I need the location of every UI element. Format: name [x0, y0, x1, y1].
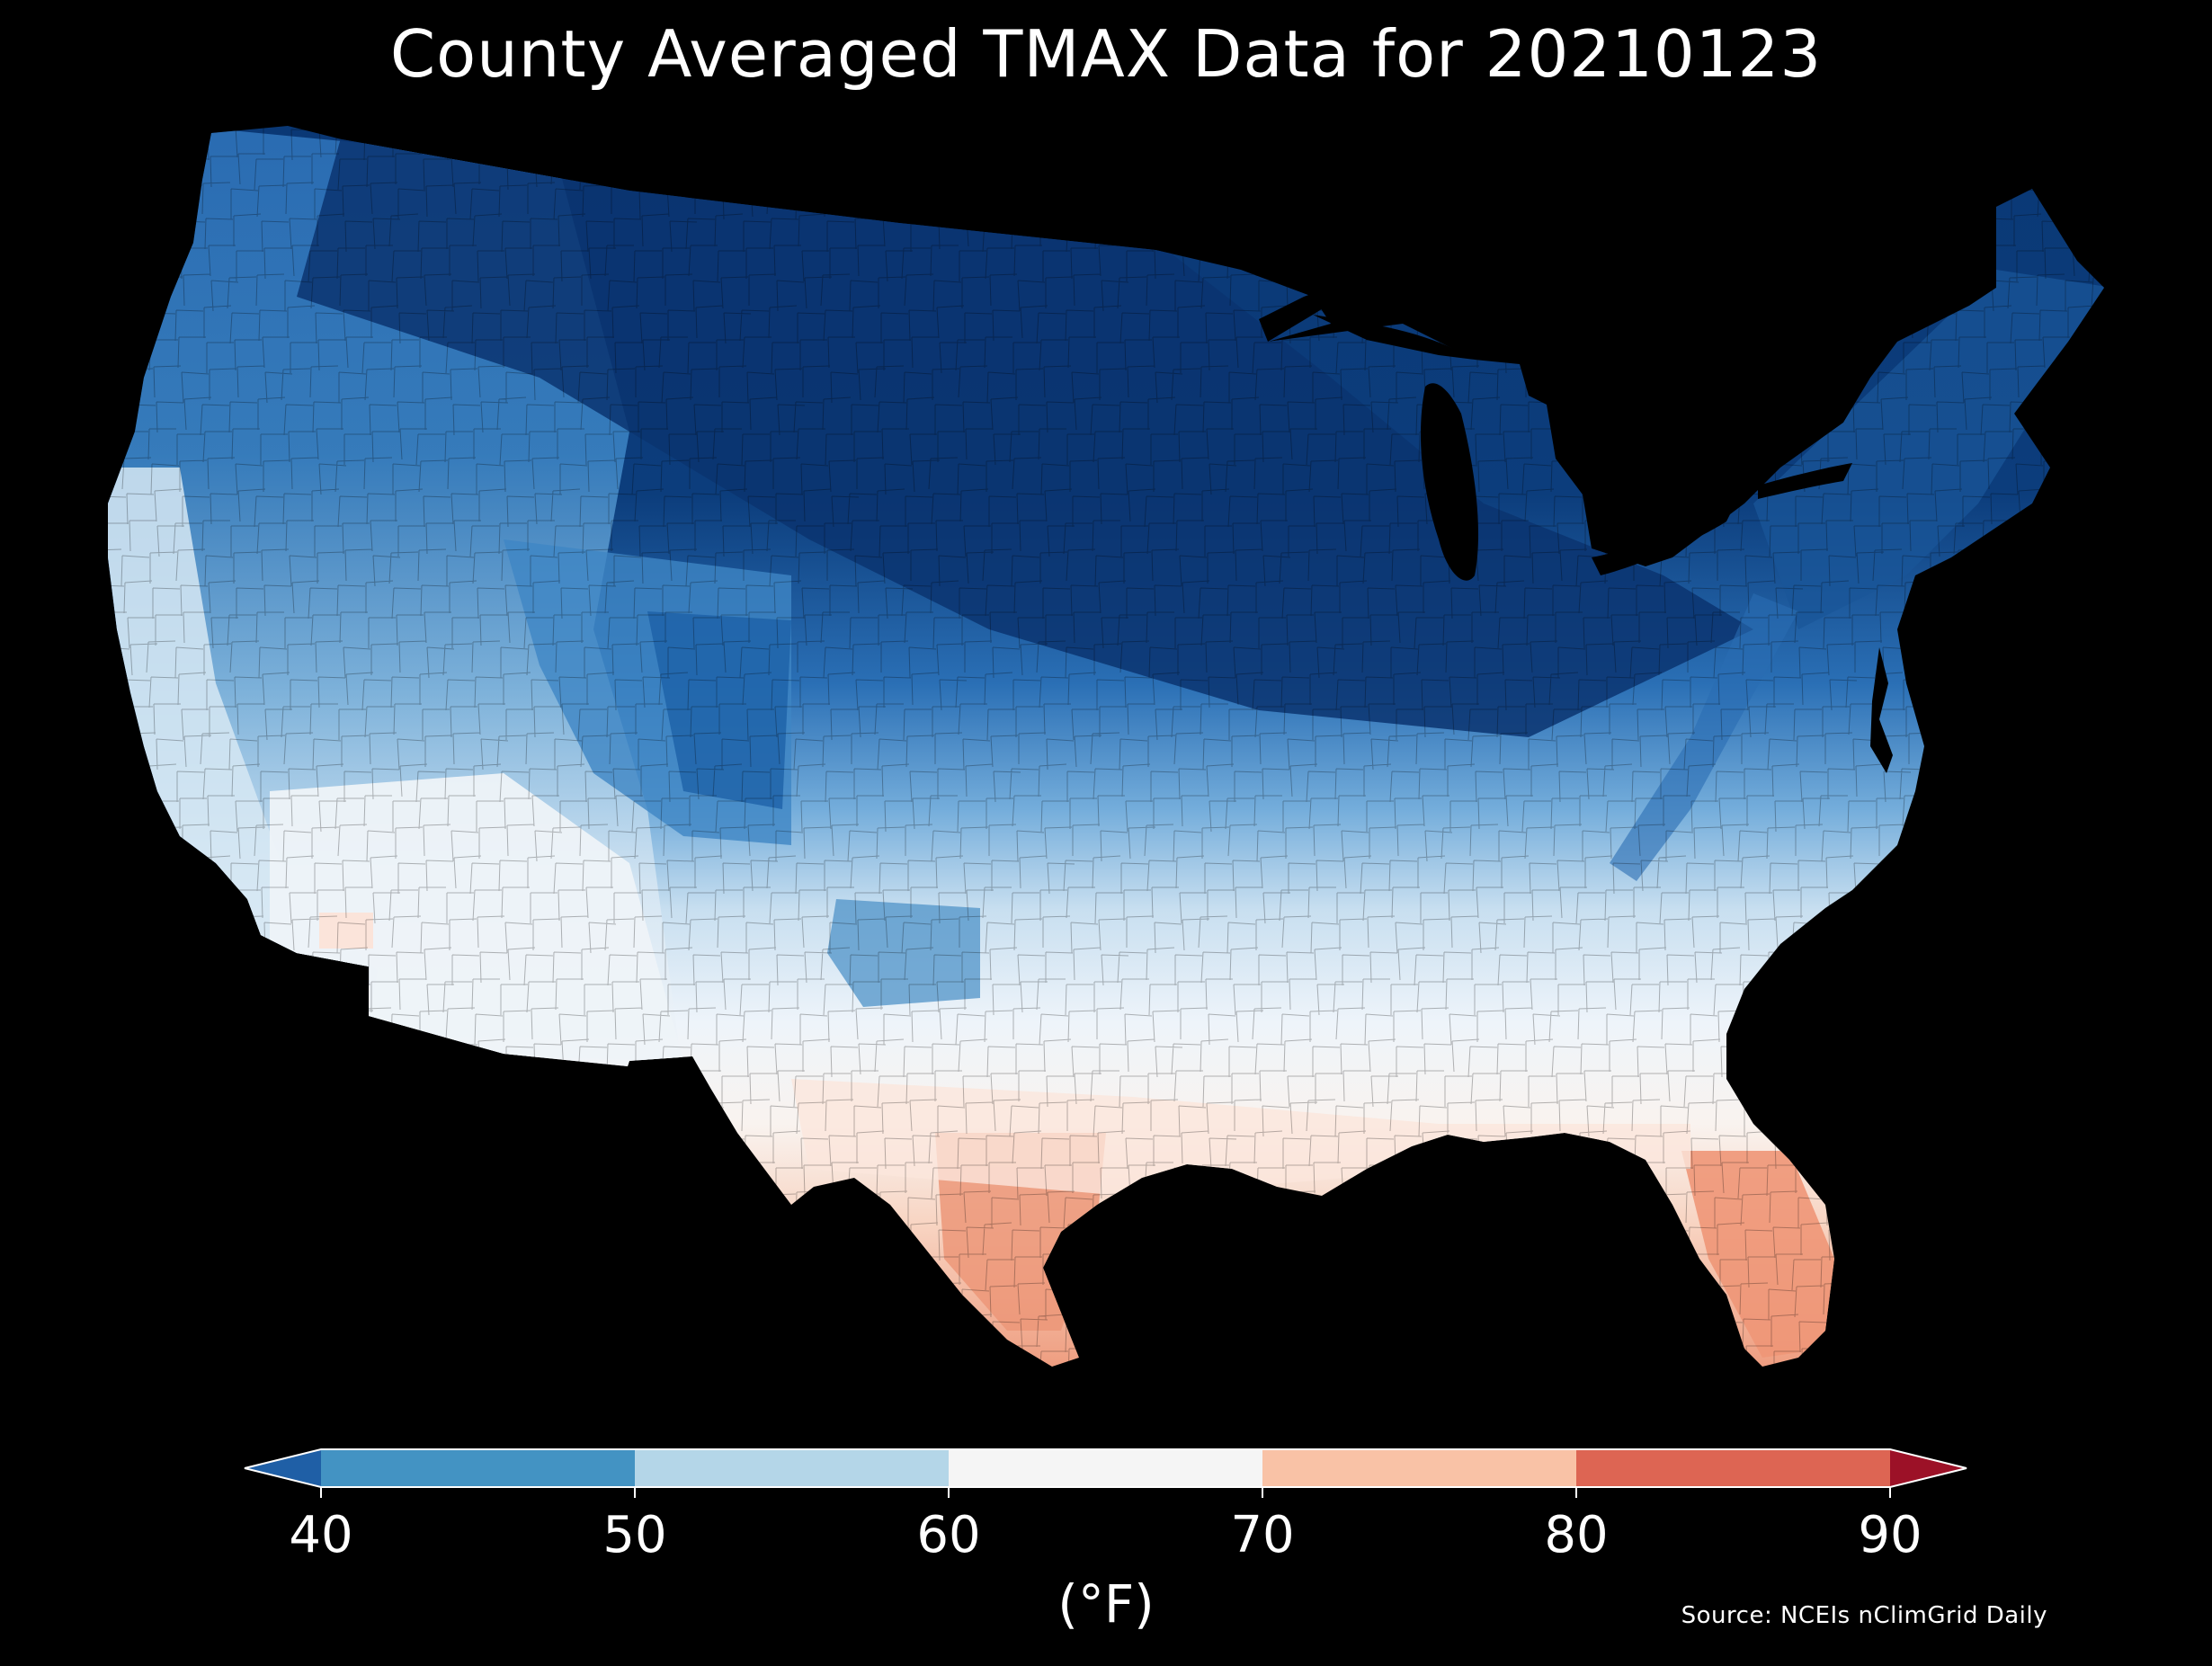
colorado-highlands — [647, 611, 791, 809]
colorbar-tick-70: 70 — [1230, 1506, 1295, 1564]
northeast-region — [1753, 270, 2104, 629]
colorbar-under-arrow — [245, 1449, 321, 1487]
lake-ontario — [1758, 463, 1852, 499]
socal-warm-spot — [319, 913, 373, 949]
lake-superior — [1259, 270, 1367, 342]
colorbar-segment-60-70 — [949, 1449, 1262, 1487]
colorbar-tick-50: 50 — [602, 1506, 667, 1564]
colorbar-segment-80-90 — [1576, 1449, 1890, 1487]
colorbar-over-arrow — [1890, 1449, 1967, 1487]
oklahoma-cool-patch — [827, 899, 980, 1007]
colorbar-tick-90: 90 — [1858, 1506, 1922, 1564]
lake-erie — [1592, 503, 1735, 575]
appalachian-band — [1610, 593, 1798, 881]
map-title: County Averaged TMAX Data for 20210123 — [389, 16, 1823, 92]
colorbar-segment-70-80 — [1262, 1449, 1576, 1487]
colorbar — [244, 1448, 1967, 1498]
colorbar-tick-40: 40 — [289, 1506, 353, 1564]
colorbar-tick-80: 80 — [1544, 1506, 1609, 1564]
northern-plains — [297, 135, 1753, 737]
lake-superior-east — [1313, 315, 1475, 360]
southwest-desert — [270, 773, 683, 1061]
lake-michigan — [1421, 383, 1479, 581]
source-label: Source: NCEIs nClimGrid Daily — [1681, 1602, 2047, 1629]
conus-map — [108, 126, 2104, 1367]
colorbar-segment-50-60 — [635, 1449, 949, 1487]
chesapeake-bay — [1870, 647, 1893, 773]
colorbar-unit-label: (°F) — [1057, 1573, 1155, 1635]
colorbar-segment-40-50 — [321, 1449, 635, 1487]
colorbar-tick-60: 60 — [916, 1506, 981, 1564]
great-lakes — [1259, 270, 1893, 773]
lake-huron — [1529, 378, 1619, 530]
florida-warm — [1681, 1151, 1834, 1358]
